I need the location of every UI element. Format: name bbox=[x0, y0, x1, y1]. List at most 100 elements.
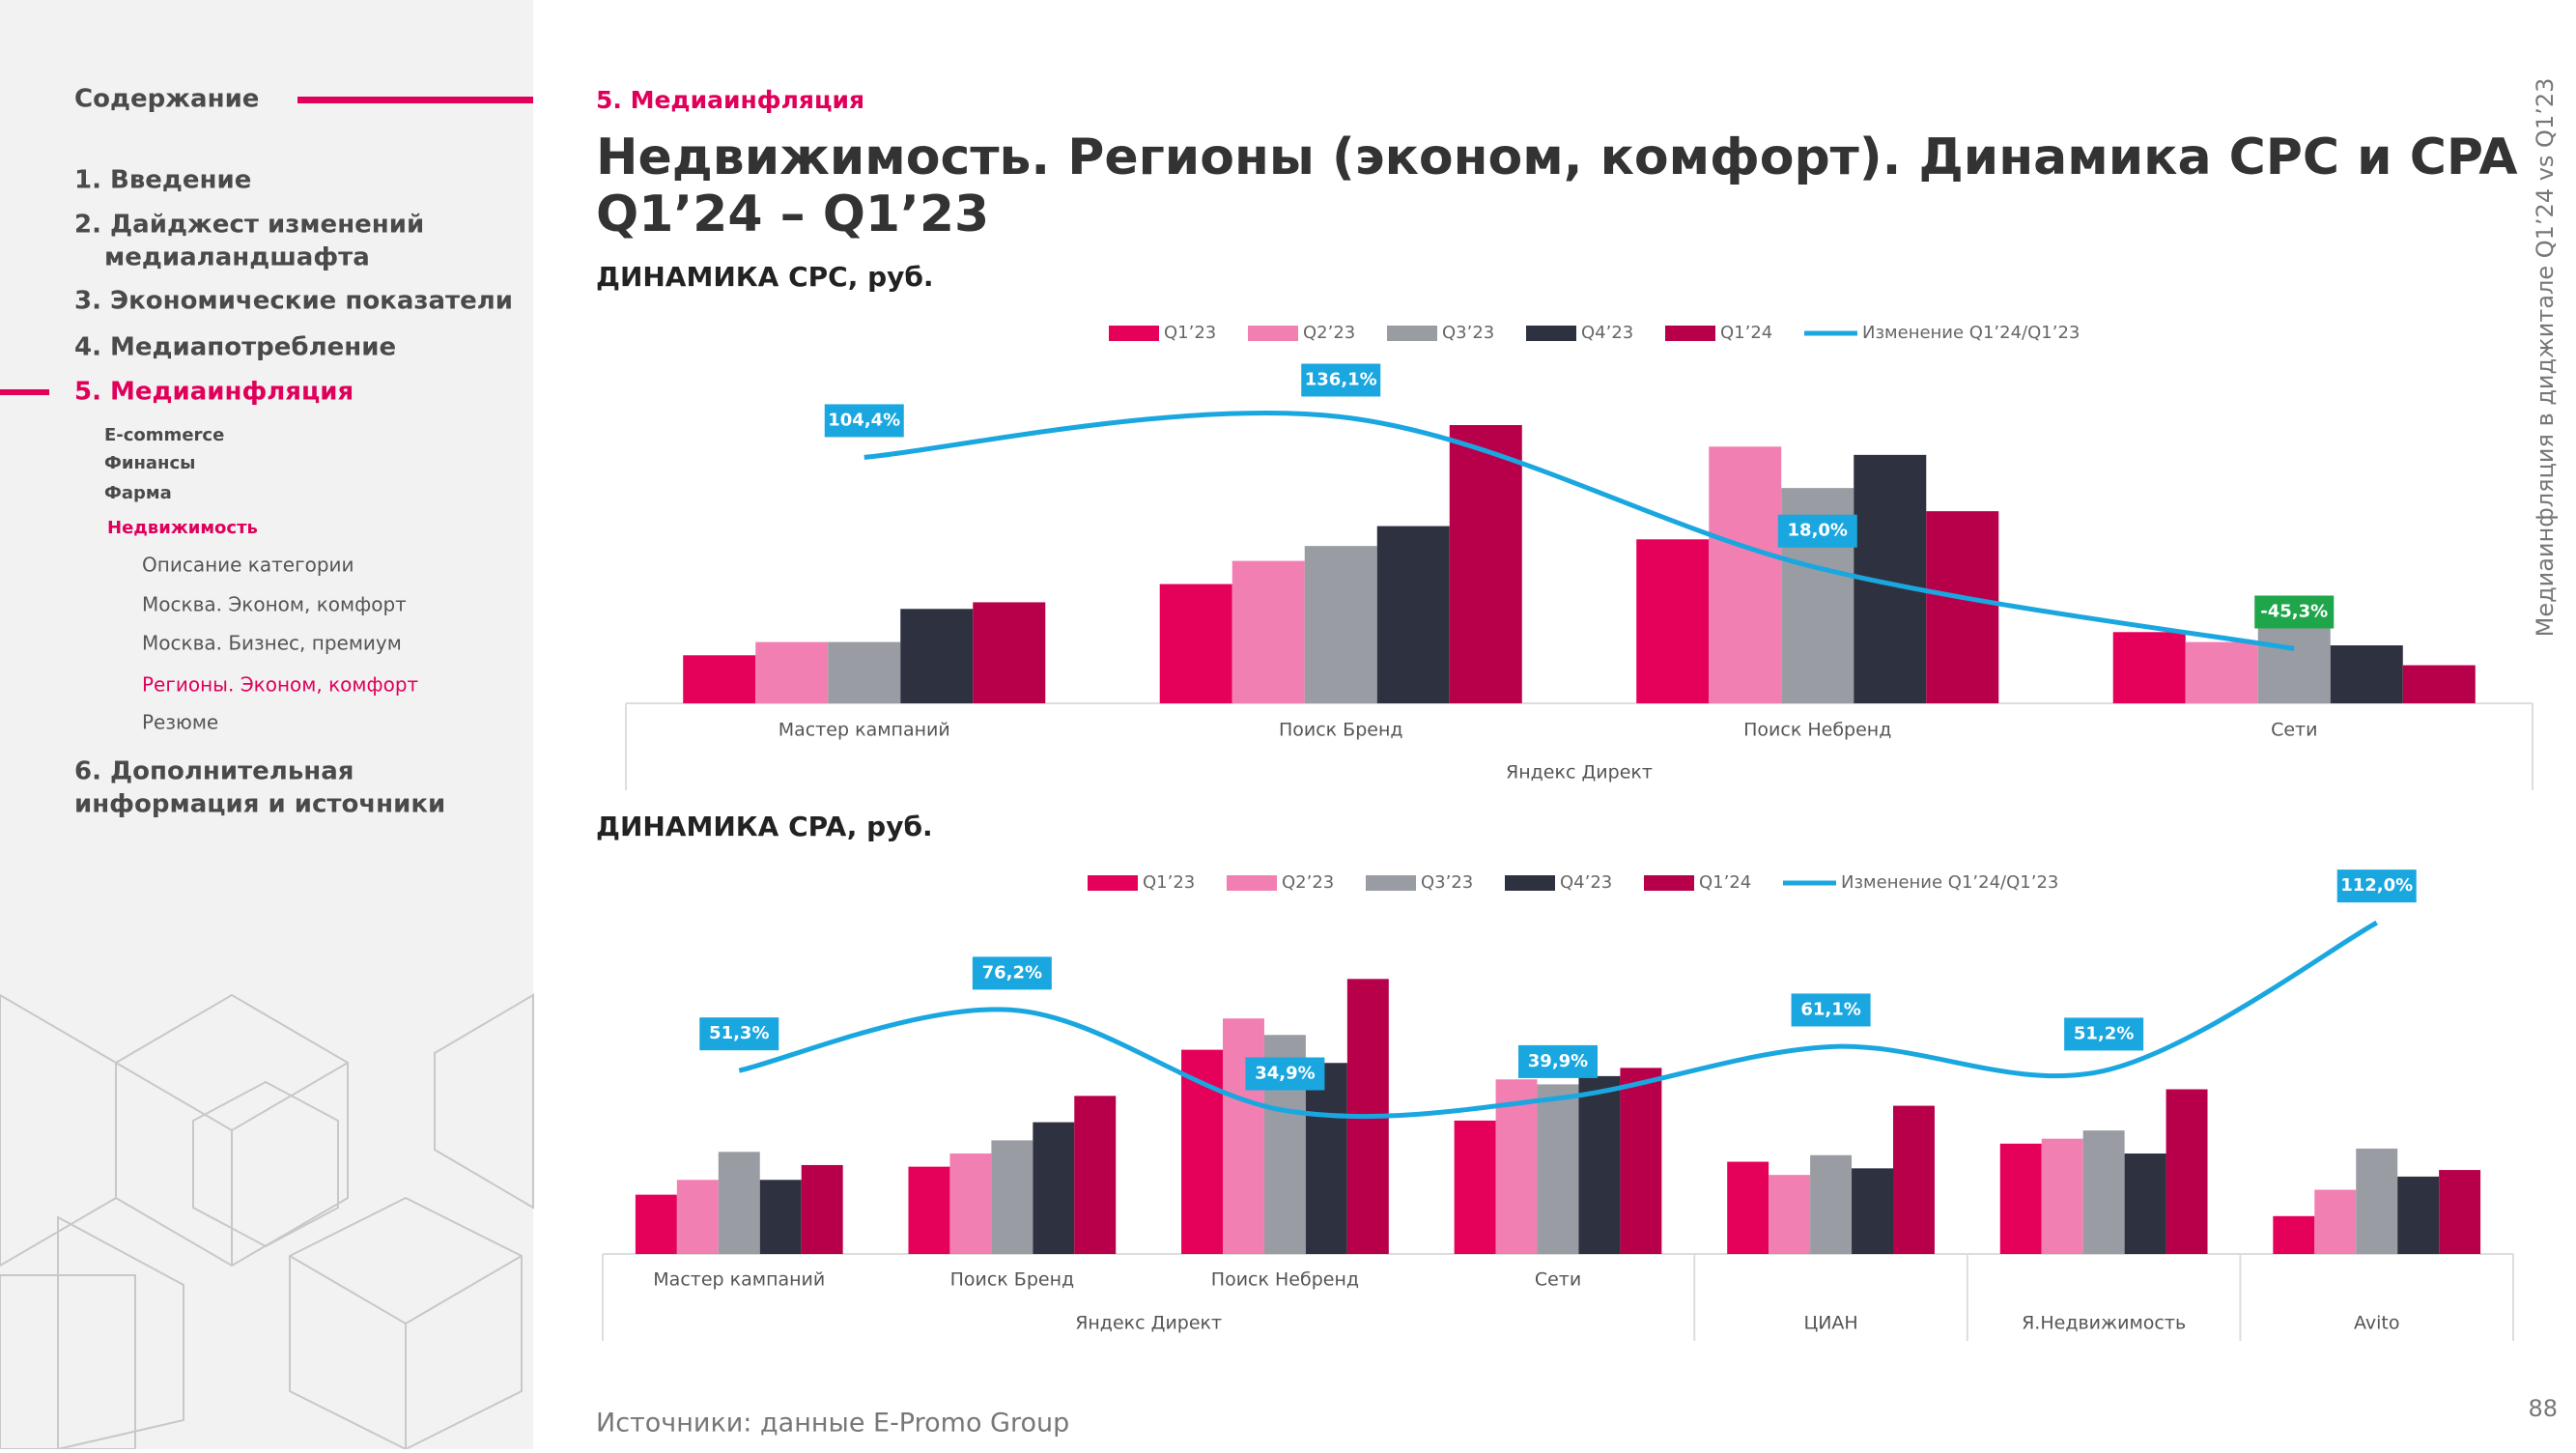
bar bbox=[759, 1180, 802, 1254]
bar bbox=[2124, 1154, 2166, 1254]
bar bbox=[828, 641, 901, 703]
bar bbox=[1159, 584, 1232, 703]
bar bbox=[1620, 1068, 1662, 1254]
value-label-box bbox=[2064, 1017, 2144, 1051]
bar bbox=[1578, 1075, 1621, 1254]
legend-label: Q3’23 bbox=[1421, 872, 1473, 893]
bar bbox=[1304, 546, 1377, 703]
legend-label: Q1’23 bbox=[1164, 323, 1216, 343]
toc-subsubitem[interactable]: Описание категории bbox=[142, 554, 354, 577]
value-label: -45,3% bbox=[2260, 601, 2328, 621]
bar bbox=[635, 1194, 677, 1254]
bar bbox=[900, 609, 974, 703]
value-label-box bbox=[2336, 869, 2417, 903]
value-label-box bbox=[2254, 595, 2335, 629]
legend-label: Q1’24 bbox=[1720, 323, 1772, 343]
chart-title: ДИНАМИКА CPC, руб. bbox=[596, 261, 934, 293]
title: Q1’24 – Q1’23 bbox=[596, 185, 989, 243]
bar bbox=[1231, 560, 1305, 703]
legend-swatch bbox=[1387, 326, 1437, 341]
toc-subsubitem-active[interactable]: Регионы. Эконом, комфорт bbox=[142, 673, 419, 697]
legend-label: Q3’23 bbox=[1442, 323, 1494, 343]
legend-label: Изменение Q1’24/Q1’23 bbox=[1841, 872, 2058, 893]
x-tick-label: Поиск Бренд bbox=[950, 1269, 1075, 1291]
value-label: 61,1% bbox=[1800, 999, 1860, 1019]
toc-subitem[interactable]: Финансы bbox=[104, 453, 195, 473]
x-tick-label: Мастер кампаний bbox=[778, 720, 950, 741]
bar bbox=[2314, 1189, 2357, 1254]
bar bbox=[1449, 425, 1522, 703]
toc-item[interactable]: медиаландшафта bbox=[104, 243, 370, 272]
bar bbox=[1999, 1143, 2042, 1254]
bar bbox=[1810, 1154, 1853, 1254]
bar bbox=[908, 1166, 950, 1254]
toc-subsubitem[interactable]: Москва. Эконом, комфорт bbox=[142, 593, 407, 616]
page-number: 88 bbox=[2528, 1395, 2558, 1422]
group-label: Яндекс Директ bbox=[1075, 1313, 1222, 1334]
bar bbox=[1495, 1079, 1538, 1254]
legend-swatch bbox=[1088, 875, 1138, 891]
legend-swatch bbox=[1505, 875, 1555, 891]
bar bbox=[1709, 446, 1782, 703]
bar bbox=[1852, 1168, 1893, 1254]
bar bbox=[718, 1152, 760, 1254]
bar bbox=[683, 655, 756, 703]
value-label-box bbox=[1791, 993, 1871, 1027]
chart-title: ДИНАМИКА CPA, руб. bbox=[596, 811, 933, 842]
toc-subitem[interactable]: Фарма bbox=[104, 483, 172, 503]
legend-label: Изменение Q1’24/Q1’23 bbox=[1862, 323, 2080, 343]
bar bbox=[973, 602, 1046, 703]
footer: Источники: данные E-Promo Group bbox=[596, 1409, 1069, 1439]
legend-swatch bbox=[1248, 326, 1298, 341]
bar bbox=[1537, 1084, 1579, 1254]
value-label-box bbox=[1518, 1044, 1598, 1078]
value-label: 112,0% bbox=[2340, 875, 2413, 896]
bar bbox=[1074, 1096, 1117, 1254]
toc-item[interactable]: 6. Дополнительная bbox=[74, 757, 354, 786]
group-label: Avito bbox=[2354, 1313, 2399, 1334]
bar bbox=[1727, 1161, 1769, 1254]
bar bbox=[2397, 1176, 2440, 1254]
title: Недвижимость. Регионы (эконом, комфорт).… bbox=[596, 128, 2517, 186]
legend-swatch bbox=[1526, 326, 1576, 341]
bar bbox=[1376, 526, 1450, 703]
value-label: 104,4% bbox=[828, 410, 900, 430]
value-label: 39,9% bbox=[1528, 1051, 1588, 1071]
heading-rule bbox=[297, 97, 533, 103]
bar bbox=[1223, 1018, 1264, 1254]
bar bbox=[2273, 1215, 2315, 1254]
bar bbox=[2402, 665, 2476, 703]
value-label: 51,2% bbox=[2074, 1023, 2134, 1043]
toc-item[interactable]: информация и источники bbox=[74, 790, 445, 819]
line bbox=[738, 920, 2378, 1120]
legend-swatch bbox=[1109, 326, 1159, 341]
x-tick-label: Поиск Небренд bbox=[1211, 1269, 1359, 1291]
value-label-box bbox=[1301, 363, 1381, 397]
bar bbox=[1033, 1122, 1075, 1254]
toc-item-active[interactable]: 5. Медиаинфляция bbox=[74, 378, 354, 407]
line bbox=[863, 410, 2295, 651]
legend-swatch bbox=[1366, 875, 1416, 891]
legend-label: Q4’23 bbox=[1560, 872, 1612, 893]
toc-item[interactable]: 2. Дайджест изменений bbox=[74, 211, 424, 240]
bar bbox=[1305, 1063, 1347, 1254]
toc-item[interactable]: 3. Экономические показатели bbox=[74, 287, 513, 316]
section-label: 5. Медиаинфляция bbox=[596, 86, 864, 114]
legend-label: Q1’23 bbox=[1143, 872, 1195, 893]
legend-swatch bbox=[1644, 875, 1694, 891]
x-tick-label: Мастер кампаний bbox=[653, 1269, 825, 1291]
toc-subsubitem[interactable]: Резюме bbox=[142, 711, 218, 734]
toc-subitem-active[interactable]: Недвижимость bbox=[107, 518, 258, 538]
x-tick-label: Поиск Небренд bbox=[1743, 720, 1891, 741]
toc-item[interactable]: 1. Введение bbox=[74, 166, 251, 195]
toc-subitem[interactable]: E-commerce bbox=[104, 425, 224, 445]
bar bbox=[949, 1154, 992, 1254]
value-label: 136,1% bbox=[1305, 369, 1377, 389]
bar bbox=[2041, 1138, 2083, 1254]
toc-item[interactable]: 4. Медиапотребление bbox=[74, 333, 396, 362]
value-label-box bbox=[1777, 514, 1857, 548]
toc-subsubitem[interactable]: Москва. Бизнес, премиум bbox=[142, 632, 402, 655]
value-label-box bbox=[699, 1017, 779, 1051]
bar bbox=[2082, 1130, 2125, 1254]
